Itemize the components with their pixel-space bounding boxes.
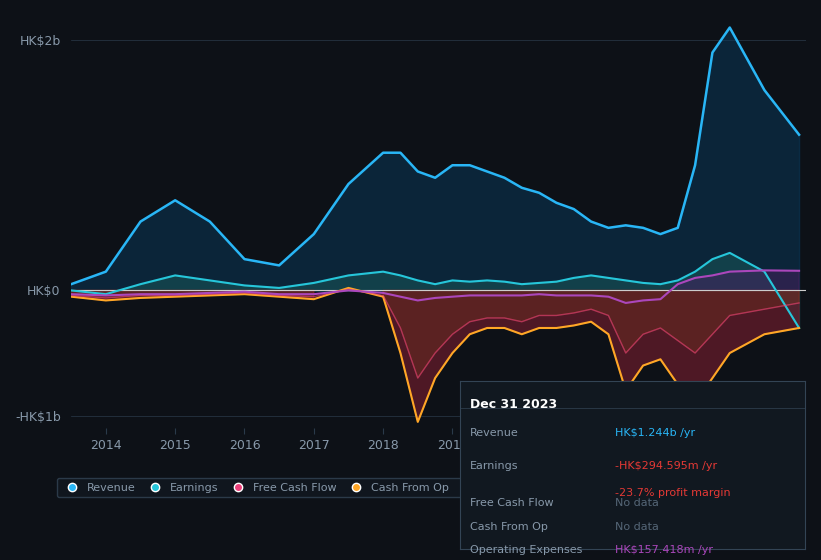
Legend: Revenue, Earnings, Free Cash Flow, Cash From Op, Operating Expenses: Revenue, Earnings, Free Cash Flow, Cash … xyxy=(57,478,600,497)
Text: -23.7% profit margin: -23.7% profit margin xyxy=(615,488,731,498)
Text: Earnings: Earnings xyxy=(470,461,519,472)
Text: Operating Expenses: Operating Expenses xyxy=(470,545,582,556)
Text: Free Cash Flow: Free Cash Flow xyxy=(470,498,553,508)
Text: Dec 31 2023: Dec 31 2023 xyxy=(470,398,557,410)
Text: HK$1.244b /yr: HK$1.244b /yr xyxy=(615,428,695,438)
Text: HK$157.418m /yr: HK$157.418m /yr xyxy=(615,545,713,556)
Text: -HK$294.595m /yr: -HK$294.595m /yr xyxy=(615,461,717,472)
Text: Cash From Op: Cash From Op xyxy=(470,522,548,532)
Text: No data: No data xyxy=(615,522,658,532)
Text: No data: No data xyxy=(615,498,658,508)
Text: Revenue: Revenue xyxy=(470,428,519,438)
